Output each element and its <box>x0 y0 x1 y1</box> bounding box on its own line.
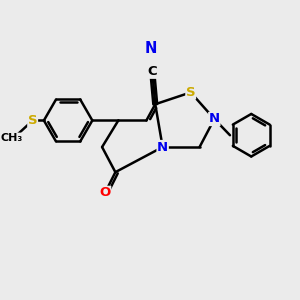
Text: N: N <box>209 112 220 125</box>
Text: N: N <box>157 140 168 154</box>
Text: O: O <box>99 186 111 199</box>
Text: S: S <box>28 114 38 127</box>
Text: C: C <box>148 65 157 78</box>
Text: S: S <box>186 86 196 99</box>
Text: CH₃: CH₃ <box>1 133 23 143</box>
Text: N: N <box>145 40 157 56</box>
